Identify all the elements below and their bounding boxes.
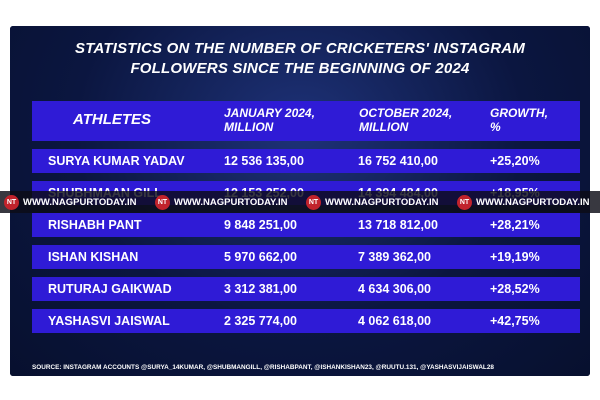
header-growth: GROWTH, %	[490, 106, 548, 134]
october-followers: 16 752 410,00	[358, 154, 438, 168]
athlete-name: RISHABH PANT	[48, 218, 142, 232]
growth-percent: +42,75%	[490, 314, 540, 328]
watermark-text: WWW.NAGPURTODAY.IN	[476, 196, 590, 208]
table-row: SURYA KUMAR YADAV 12 536 135,00 16 752 4…	[32, 149, 580, 173]
table-row: ISHAN KISHAN 5 970 662,00 7 389 362,00 +…	[32, 245, 580, 269]
header-growth-line2: %	[490, 120, 501, 134]
header-growth-line1: GROWTH,	[490, 106, 548, 120]
october-followers: 4 062 618,00	[358, 314, 431, 328]
growth-percent: +28,52%	[490, 282, 540, 296]
header-october: OCTOBER 2024, MILLION	[359, 106, 452, 134]
table-row: YASHASVI JAISWAL 2 325 774,00 4 062 618,…	[32, 309, 580, 333]
title-line-2: FOLLOWERS SINCE THE BEGINNING OF 2024	[130, 60, 470, 77]
table-row: RISHABH PANT 9 848 251,00 13 718 812,00 …	[32, 213, 580, 237]
athlete-name: SURYA KUMAR YADAV	[48, 154, 185, 168]
header-athletes: ATHLETES	[73, 111, 152, 128]
source-note: SOURCE: INSTAGRAM ACCOUNTS @SURYA_14KUMA…	[32, 364, 494, 371]
watermark-text: WWW.NAGPURTODAY.IN	[325, 196, 439, 208]
athlete-name: RUTURAJ GAIKWAD	[48, 282, 172, 296]
january-followers: 12 536 135,00	[224, 154, 304, 168]
october-followers: 7 389 362,00	[358, 250, 431, 264]
header-january-line1: JANUARY 2024,	[224, 106, 315, 120]
infographic-title: STATISTICS ON THE NUMBER OF CRICKETERS' …	[10, 39, 590, 79]
watermark-banner: NT WWW.NAGPURTODAY.IN NT WWW.NAGPURTODAY…	[0, 191, 600, 213]
table-header: ATHLETES JANUARY 2024, MILLION OCTOBER 2…	[32, 101, 580, 141]
january-followers: 3 312 381,00	[224, 282, 297, 296]
watermark-item: NT WWW.NAGPURTODAY.IN	[155, 191, 287, 213]
growth-percent: +25,20%	[490, 154, 540, 168]
athlete-name: YASHASVI JAISWAL	[48, 314, 170, 328]
watermark-text: WWW.NAGPURTODAY.IN	[23, 196, 137, 208]
nt-logo-icon: NT	[457, 194, 472, 210]
athlete-name: ISHAN KISHAN	[48, 250, 139, 264]
nt-logo-icon: NT	[155, 194, 170, 210]
october-followers: 4 634 306,00	[358, 282, 431, 296]
january-followers: 9 848 251,00	[224, 218, 297, 232]
header-october-line2: MILLION	[359, 120, 409, 134]
growth-percent: +19,19%	[490, 250, 540, 264]
table-row: RUTURAJ GAIKWAD 3 312 381,00 4 634 306,0…	[32, 277, 580, 301]
january-followers: 2 325 774,00	[224, 314, 297, 328]
title-line-1: STATISTICS ON THE NUMBER OF CRICKETERS' …	[74, 40, 526, 57]
watermark-text: WWW.NAGPURTODAY.IN	[174, 196, 288, 208]
watermark-item: NT WWW.NAGPURTODAY.IN	[4, 191, 136, 213]
growth-percent: +28,21%	[490, 218, 540, 232]
watermark-item: NT WWW.NAGPURTODAY.IN	[306, 191, 438, 213]
january-followers: 5 970 662,00	[224, 250, 297, 264]
nt-logo-icon: NT	[4, 194, 19, 210]
header-october-line1: OCTOBER 2024,	[359, 106, 453, 120]
nt-logo-icon: NT	[306, 194, 321, 210]
october-followers: 13 718 812,00	[358, 218, 438, 232]
watermark-item: NT WWW.NAGPURTODAY.IN	[457, 191, 589, 213]
header-january: JANUARY 2024, MILLION	[224, 106, 315, 134]
header-january-line2: MILLION	[224, 120, 274, 134]
